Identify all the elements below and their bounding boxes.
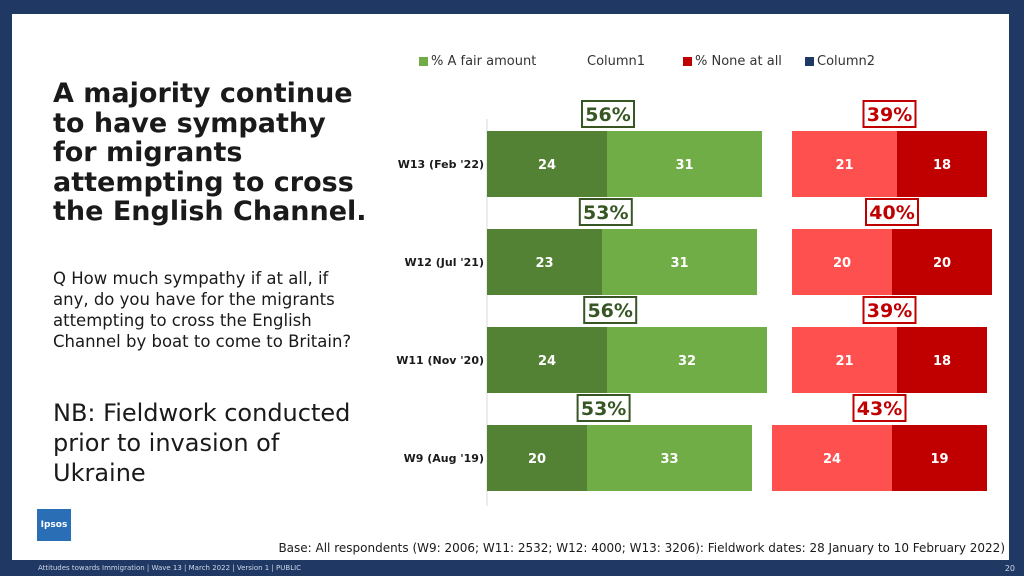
bar-segment-3: [762, 131, 792, 197]
bar-segment-1: [487, 131, 607, 197]
no-sympathy-total-label-box: [862, 100, 917, 128]
legend-label: % A fair amount: [431, 54, 537, 69]
bar-segment-1: [487, 425, 587, 491]
category-label: W11 (Nov '20): [396, 354, 484, 367]
data-label: 20: [833, 256, 851, 271]
base-note: Base: All respondents (W9: 2006; W11: 25…: [278, 541, 1005, 555]
bar-segment-2: [587, 425, 752, 491]
data-label: 18: [933, 354, 951, 369]
legend-swatch-icon: [419, 57, 428, 66]
bar-segment-4: [792, 327, 897, 393]
legend-swatch-icon: [575, 57, 584, 66]
legend-label: Column1: [587, 54, 646, 69]
data-label: 21: [835, 158, 853, 173]
legend-swatch-icon: [683, 57, 692, 66]
data-label: 24: [538, 354, 556, 369]
category-label: W13 (Feb '22): [398, 158, 484, 171]
data-label: 33: [660, 452, 678, 467]
sympathy-total-label: 53%: [581, 398, 626, 420]
bar-segment-4: [772, 425, 892, 491]
data-label: 23: [535, 256, 553, 271]
bar-segment-5: [897, 327, 987, 393]
bar-segment-5: [892, 229, 992, 295]
no-sympathy-total-label: 40%: [869, 202, 914, 224]
ipsos-logo: Ipsos: [37, 509, 71, 541]
data-label: 21: [835, 354, 853, 369]
bar-segment-3: [767, 327, 792, 393]
no-sympathy-total-label-box: [862, 296, 917, 324]
category-label: W9 (Aug '19): [404, 452, 484, 465]
no-sympathy-total-label: 39%: [867, 300, 912, 322]
bar-segment-1: [487, 229, 602, 295]
data-label: 20: [528, 452, 546, 467]
data-label: 24: [538, 158, 556, 173]
data-label: 31: [670, 256, 688, 271]
bar-segment-5: [897, 131, 987, 197]
bar-segment-2: [607, 131, 762, 197]
no-sympathy-total-label: 39%: [867, 104, 912, 126]
page-title: A majority continue to have sympathy for…: [53, 78, 367, 227]
sympathy-total-label-box: [581, 100, 635, 128]
bar-segment-3: [757, 229, 792, 295]
no-sympathy-total-label-box: [865, 198, 919, 226]
sympathy-total-label: 53%: [583, 202, 628, 224]
bar-segment-4: [792, 131, 897, 197]
bar-segment-2: [607, 327, 767, 393]
page-number: 20: [1004, 564, 1015, 573]
data-label: 24: [823, 452, 841, 467]
data-label: 20: [933, 256, 951, 271]
sympathy-total-label: 56%: [585, 104, 630, 126]
legend-label: % None at all: [695, 54, 782, 69]
slide: A majority continue to have sympathy for…: [12, 14, 1009, 560]
bar-segment-2: [602, 229, 757, 295]
stacked-bar-chart: W13 (Feb '22) 24 31 21 18 56% 39% W12 (Jul '21)…: [396, 100, 992, 506]
legend-item-fair-amount: % A fair amount: [419, 54, 536, 69]
data-label: 18: [933, 158, 951, 173]
no-sympathy-total-label: 43%: [857, 398, 902, 420]
legend-item-none-at-all: % None at all: [683, 54, 782, 69]
sympathy-total-label-box: [583, 296, 638, 324]
sympathy-total-label-box: [578, 198, 633, 226]
sympathy-total-label: 56%: [587, 300, 632, 322]
legend-label: Column2: [817, 54, 876, 69]
bar-segment-1: [487, 327, 607, 393]
survey-question: Q How much sympathy if at all, if any, d…: [53, 269, 352, 351]
footer-text: Attitudes towards Immigration | Wave 13 …: [38, 564, 302, 572]
data-label: 19: [930, 452, 948, 467]
legend-item-column1: Column1: [575, 54, 645, 69]
no-sympathy-total-label-box: [852, 394, 907, 422]
bar-segment-4: [792, 229, 892, 295]
sympathy-total-label-box: [576, 394, 631, 422]
bar-segment-5: [892, 425, 987, 491]
legend-swatch-icon: [805, 57, 814, 66]
fieldwork-note: NB: Fieldwork conducted prior to invasio…: [53, 399, 351, 487]
category-label: W12 (Jul '21): [404, 256, 484, 269]
data-label: 31: [675, 158, 693, 173]
bar-segment-3: [752, 425, 772, 491]
data-label: 32: [678, 354, 696, 369]
legend-item-column2: Column2: [805, 54, 875, 69]
